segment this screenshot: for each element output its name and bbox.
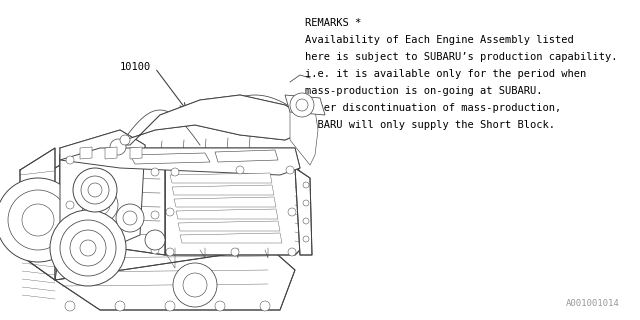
Polygon shape [215,150,278,162]
Circle shape [90,195,110,215]
Circle shape [288,208,296,216]
Polygon shape [165,165,305,255]
Circle shape [115,301,125,311]
Polygon shape [60,155,165,255]
Circle shape [123,211,137,225]
Polygon shape [285,95,325,115]
Circle shape [183,273,207,297]
Circle shape [151,246,159,254]
Circle shape [80,240,96,256]
Circle shape [110,139,126,155]
Circle shape [165,301,175,311]
Polygon shape [180,233,282,243]
Circle shape [22,204,54,236]
Circle shape [50,210,126,286]
Circle shape [215,301,225,311]
Circle shape [286,166,294,174]
Circle shape [151,211,159,219]
Polygon shape [55,248,295,310]
Polygon shape [20,148,55,280]
Circle shape [116,204,144,232]
Polygon shape [295,168,312,255]
Circle shape [88,183,102,197]
Circle shape [288,248,296,256]
Circle shape [66,201,74,209]
Circle shape [8,190,68,250]
Circle shape [0,178,80,262]
Text: A001001014: A001001014 [566,299,620,308]
Text: mass-production is on-going at SUBARU.: mass-production is on-going at SUBARU. [305,86,543,96]
Circle shape [166,248,174,256]
Text: 10100: 10100 [120,62,151,72]
Circle shape [303,200,309,206]
Circle shape [231,248,239,256]
Circle shape [151,168,159,176]
Polygon shape [130,147,142,159]
Polygon shape [178,221,280,231]
Circle shape [60,220,116,276]
Circle shape [120,135,130,145]
Text: here is subject to SUBARU’s production capability.: here is subject to SUBARU’s production c… [305,52,618,62]
Circle shape [66,244,74,252]
Text: After discontinuation of mass-production,: After discontinuation of mass-production… [305,103,561,113]
Circle shape [303,182,309,188]
Polygon shape [80,147,92,159]
Text: REMARKS *: REMARKS * [305,18,361,28]
Polygon shape [172,185,274,195]
Circle shape [66,156,74,164]
Circle shape [166,208,174,216]
Polygon shape [290,105,318,165]
Text: Availability of Each Engine Assembly listed: Availability of Each Engine Assembly lis… [305,35,573,45]
Circle shape [73,168,117,212]
Polygon shape [174,197,276,207]
Circle shape [65,301,75,311]
Circle shape [303,218,309,224]
Polygon shape [20,165,295,280]
Circle shape [173,263,217,307]
Polygon shape [60,148,300,175]
Circle shape [70,230,106,266]
Polygon shape [130,153,210,164]
Circle shape [290,93,314,117]
Circle shape [171,168,179,176]
Polygon shape [176,209,278,219]
Circle shape [236,166,244,174]
Text: i.e. it is available only for the period when: i.e. it is available only for the period… [305,69,586,79]
Polygon shape [105,147,117,159]
Circle shape [296,99,308,111]
Circle shape [82,187,118,223]
Circle shape [303,236,309,242]
Polygon shape [60,130,145,248]
Polygon shape [170,173,272,183]
Text: SUBARU will only supply the Short Block.: SUBARU will only supply the Short Block. [305,120,555,130]
Circle shape [145,230,165,250]
Circle shape [260,301,270,311]
Circle shape [81,176,109,204]
Polygon shape [120,95,310,145]
